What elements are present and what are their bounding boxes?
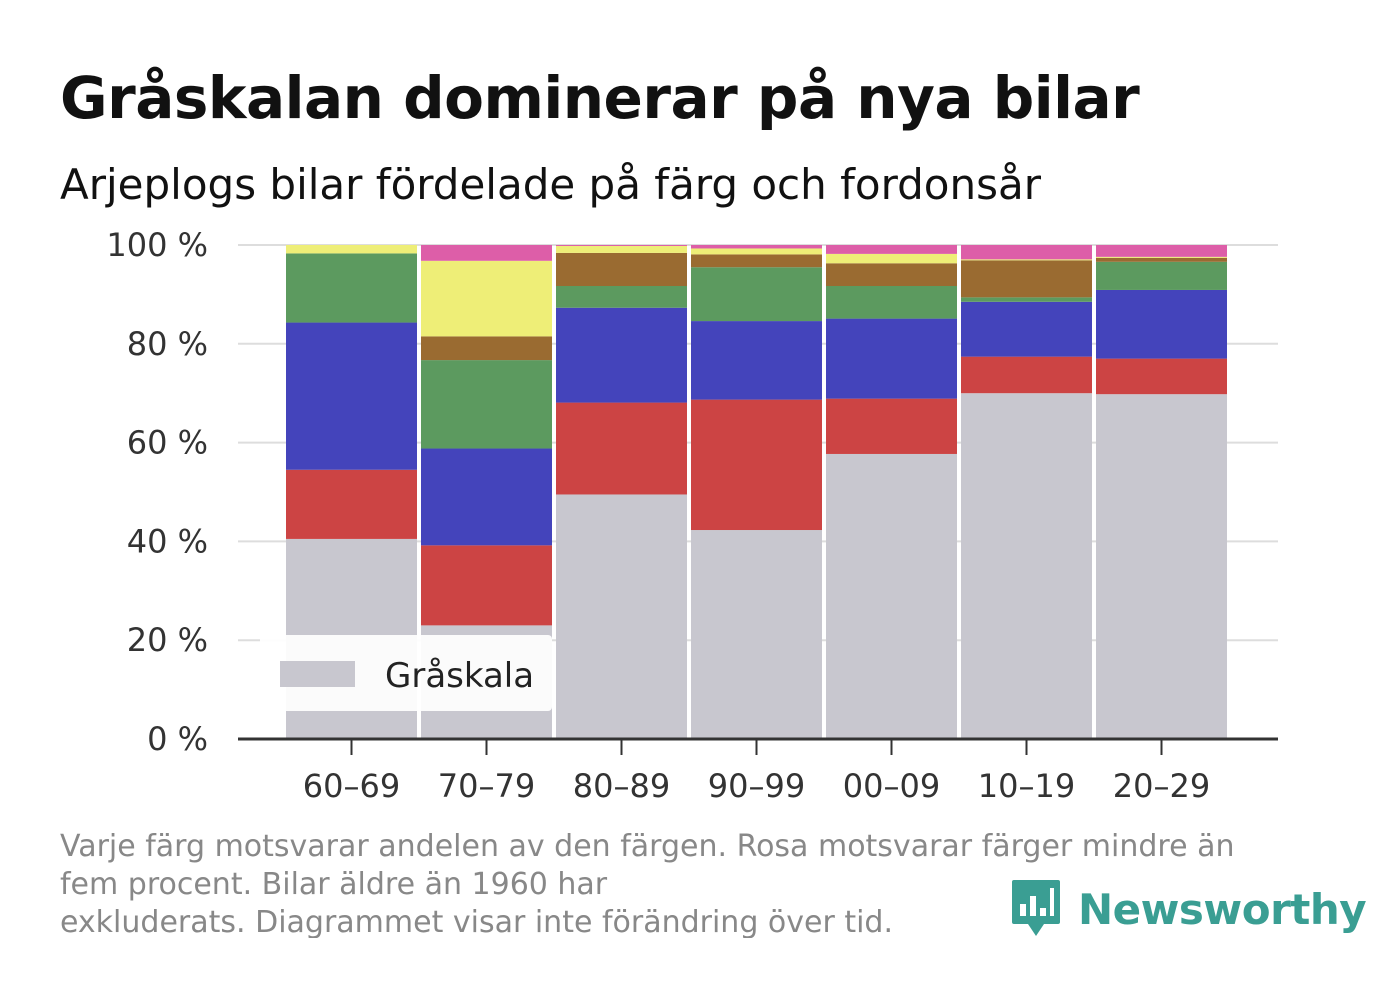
bar-segment [421,545,552,626]
bar-segment [556,252,687,287]
legend-background [260,635,552,711]
bar-segment [691,248,822,255]
bar-segment [691,267,822,322]
chart-subtitle: Arjeplogs bilar fördelade på färg och fo… [60,160,1041,209]
footnote: Varje färg motsvarar andelen av den färg… [60,828,1300,938]
footnote-line: Varje färg motsvarar andelen av den färg… [60,829,1235,864]
bar-segment [286,469,417,539]
y-axis-labels: 0 % 20 % 40 % 60 % 80 % 100 % [106,226,208,758]
x-axis-labels: 60–69 70–79 80–89 90–99 00–09 10–19 20–29 [303,767,1210,805]
bar-stack [691,245,822,739]
bar-segment [691,399,822,531]
y-tick-label: 40 % [127,522,208,560]
x-tick-label: 80–89 [573,767,670,805]
stacked-bar-chart: 0 % 20 % 40 % 60 % 80 % 100 % 60–69 70–79 80–89… [106,226,1278,805]
x-tick-label: 60–69 [303,767,400,805]
y-tick-label: 0 % [147,720,208,758]
bar-segment [826,245,957,254]
x-tick-label: 70–79 [438,767,535,805]
bar-segment [961,259,1092,261]
legend: Gråskala [260,635,552,711]
bar-segment [421,245,552,261]
bar-stacks [286,245,1227,739]
x-tick-label: 90–99 [708,767,805,805]
bar-segment [961,393,1092,739]
bar-segment [421,448,552,546]
bar-segment [961,356,1092,394]
bar-segment [961,260,1092,298]
bar-segment [826,263,957,287]
bar-segment [826,286,957,319]
bar-segment [826,253,957,264]
bar-segment [286,322,417,470]
bar-stack [961,245,1092,739]
bar-stack [826,245,957,739]
legend-label: Gråskala [385,656,534,696]
bar-segment [826,318,957,399]
x-tick-label: 10–19 [978,767,1075,805]
logo-text: Newsworthy [1078,884,1367,934]
bar-segment [691,321,822,400]
chart-title: Gråskalan dominerar på nya bilar [60,64,1140,132]
newsworthy-logo: Newsworthy [1010,878,1367,940]
legend-swatch [280,661,355,687]
bar-segment [556,245,687,253]
footnote-line: fem procent. Bilar äldre än 1960 har [60,867,608,902]
bar-segment [556,494,687,739]
bar-segment [1096,245,1227,257]
x-tick-label: 00–09 [843,767,940,805]
bar-chart-speech-bubble-icon [1012,880,1060,936]
bar-segment [826,398,957,454]
bar-segment [1096,289,1227,359]
bar-segment [961,297,1092,302]
bar-segment [691,530,822,739]
bar-segment [1096,394,1227,739]
bar-segment [421,360,552,449]
x-tick-label: 20–29 [1113,767,1210,805]
bar-segment [556,307,687,403]
y-tick-label: 60 % [127,424,208,462]
bar-stack [1096,245,1227,739]
x-axis [238,737,1278,755]
bar-segment [1096,256,1227,258]
bar-segment [691,245,822,249]
bar-stack [556,245,687,739]
bar-segment [286,245,417,254]
bar-segment [556,286,687,308]
y-tick-label: 100 % [106,226,208,264]
bar-segment [421,336,552,361]
footnote-line: exkluderats. Diagrammet visar inte förän… [60,905,894,938]
bar-segment [1096,261,1227,290]
bar-segment [421,260,552,337]
bar-segment [691,254,822,268]
y-tick-label: 80 % [127,325,208,363]
bar-segment [961,301,1092,357]
y-tick-label: 20 % [127,621,208,659]
bar-segment [826,453,957,739]
bar-segment [1096,257,1227,262]
bar-segment [556,245,687,246]
bar-segment [556,402,687,495]
bar-segment [1096,358,1227,395]
bar-segment [286,253,417,323]
bar-segment [961,245,1092,260]
